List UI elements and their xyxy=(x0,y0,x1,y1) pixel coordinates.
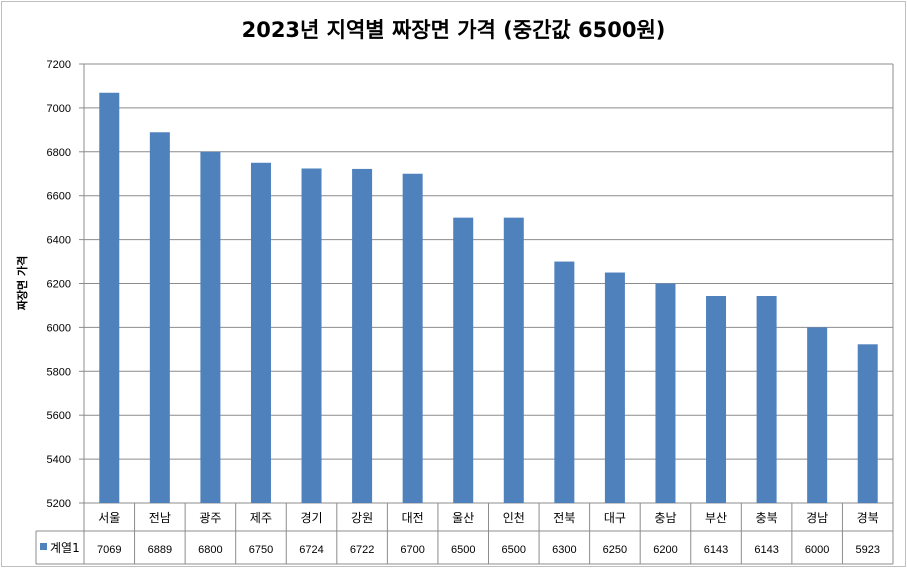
y-tick-label: 5400 xyxy=(47,454,71,466)
y-axis-label: 짜장면 가격 xyxy=(15,256,29,310)
data-table-value: 6700 xyxy=(400,544,424,556)
y-tick-label: 6000 xyxy=(47,322,71,334)
data-table-value: 6750 xyxy=(249,544,273,556)
data-table-value: 6800 xyxy=(198,544,222,556)
data-table-value: 6250 xyxy=(603,544,627,556)
bar-13 xyxy=(706,296,727,503)
y-tick-labels: 5200 5400 5600 5800 6000 6200 6400 6600 6800 7000… xyxy=(47,59,71,510)
y-tick-label: 5200 xyxy=(47,498,71,510)
bar-6 xyxy=(352,168,373,503)
legend-key xyxy=(40,543,47,550)
y-tick-label: 6400 xyxy=(47,235,71,247)
bar-9 xyxy=(503,217,524,503)
bar-10 xyxy=(554,261,575,503)
y-tick-label: 5800 xyxy=(47,366,71,378)
y-tick-label: 6800 xyxy=(47,147,71,159)
category-label: 경기 xyxy=(300,511,322,525)
category-label: 경북 xyxy=(857,511,879,525)
category-label: 제주 xyxy=(250,511,272,525)
bar-11 xyxy=(604,272,625,503)
category-label: 울산 xyxy=(452,511,474,525)
series-name: 계열1 xyxy=(50,541,80,555)
data-table-value: 6889 xyxy=(148,544,172,556)
data-table-value: 7069 xyxy=(97,544,121,556)
category-label: 전북 xyxy=(553,511,575,525)
bar-16 xyxy=(857,344,878,503)
bars xyxy=(99,92,878,504)
y-tick-label: 7200 xyxy=(47,59,71,71)
category-label: 대전 xyxy=(402,511,424,525)
data-table-value: 6500 xyxy=(451,544,475,556)
data-table-value: 6143 xyxy=(704,544,728,556)
category-label: 인천 xyxy=(503,510,525,525)
data-table-value: 6722 xyxy=(350,544,374,556)
bar-8 xyxy=(453,217,474,503)
data-table-value: 6724 xyxy=(299,544,323,556)
bar-12 xyxy=(655,283,676,503)
data-table-value: 5923 xyxy=(855,544,879,556)
category-label: 서울 xyxy=(98,511,120,525)
category-label: 부산 xyxy=(705,511,727,525)
bar-3 xyxy=(200,151,221,504)
category-label: 전남 xyxy=(149,511,171,525)
data-table: 서울 7069 전남 6889 광주 6800 제주 6750 경기 6724 강원 6722 대전 67… xyxy=(35,503,894,565)
y-tick-label: 6600 xyxy=(47,191,71,203)
y-tick-label: 6200 xyxy=(47,279,71,291)
data-table-value: 6500 xyxy=(502,544,526,556)
category-label: 대구 xyxy=(604,511,626,525)
category-label: 경남 xyxy=(806,511,828,525)
data-table-value: 6300 xyxy=(552,544,576,556)
category-label: 광주 xyxy=(199,511,221,525)
data-table-value: 6143 xyxy=(754,544,778,556)
bar-7 xyxy=(402,173,423,503)
bar-14 xyxy=(756,296,777,503)
bar-2 xyxy=(149,132,170,503)
data-table-value: 6000 xyxy=(805,544,829,556)
category-label: 충북 xyxy=(756,511,778,525)
category-label: 충남 xyxy=(654,511,676,525)
y-tick-label: 5600 xyxy=(47,410,71,422)
bar-5 xyxy=(301,168,322,503)
category-label: 강원 xyxy=(351,511,373,525)
chart-title: 2023년 지역별 짜장면 가격 (중간값 6500원) xyxy=(241,18,666,42)
data-table-value: 6200 xyxy=(653,544,677,556)
bar-15 xyxy=(807,327,828,503)
bar-4 xyxy=(250,162,271,503)
bar-1 xyxy=(99,92,120,503)
y-tick-label: 7000 xyxy=(47,103,71,115)
